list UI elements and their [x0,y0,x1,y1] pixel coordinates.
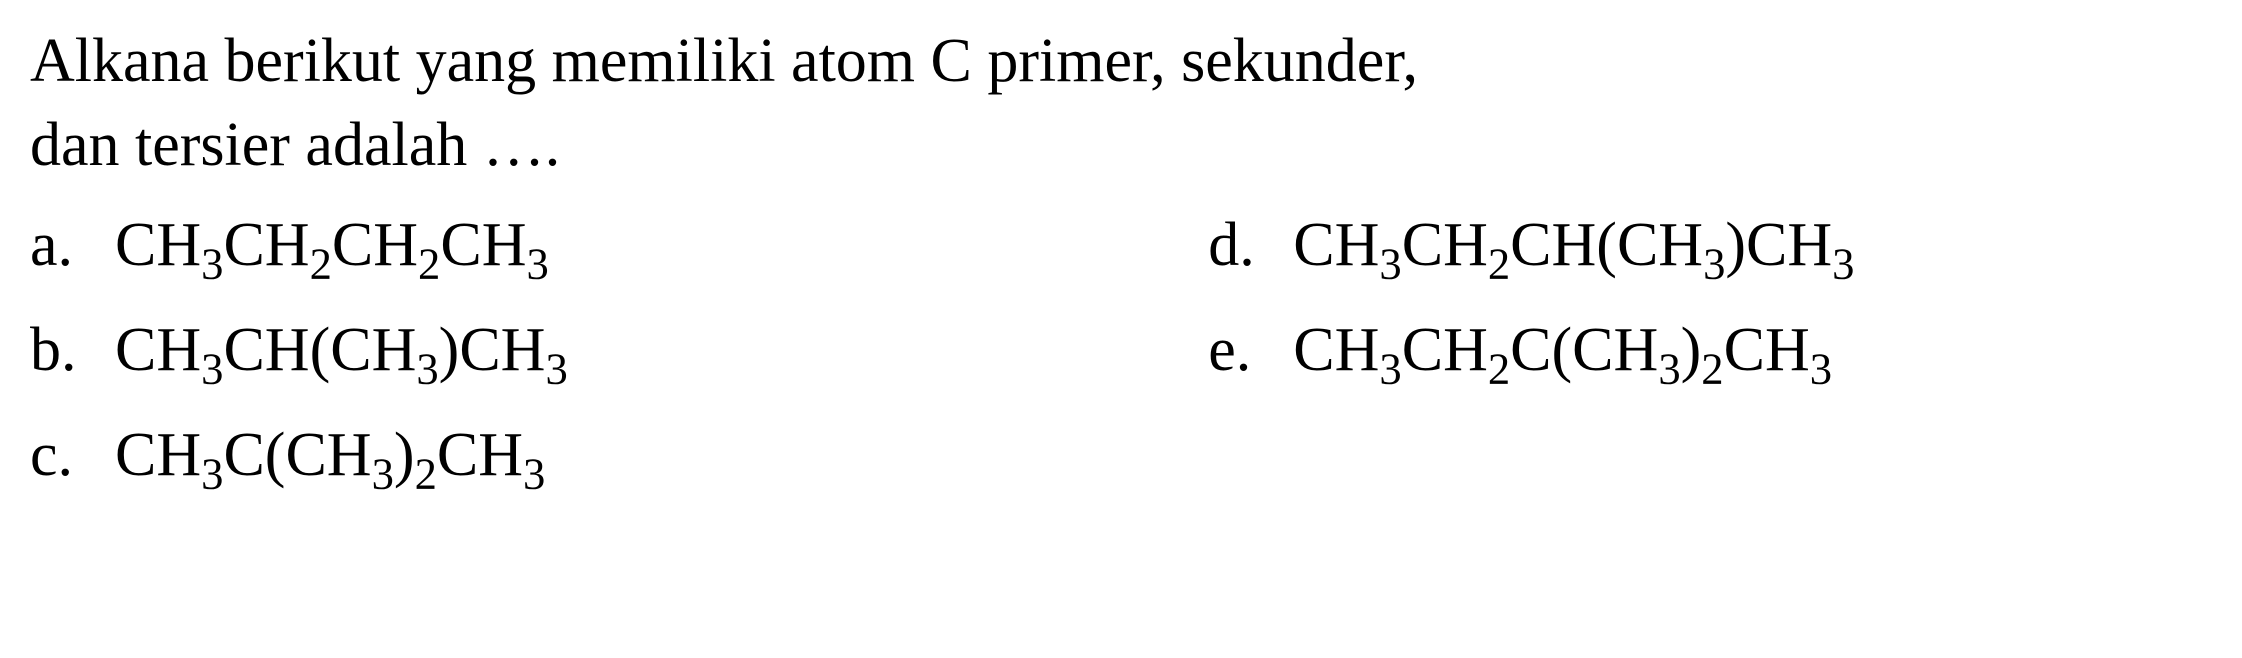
options-left-column: a. CH3CH2CH2CH3 b. CH3CH(CH3)CH3 c. CH3C… [30,205,1208,519]
option-c-letter: c. [30,415,115,496]
option-e: e. CH3CH2C(CH3)2CH3 [1208,310,2212,391]
option-d-letter: d. [1208,205,1293,286]
option-c-formula: CH3C(CH3)2CH3 [115,415,545,496]
question-line-2: dan tersier adalah …. [30,111,560,179]
option-a: a. CH3CH2CH2CH3 [30,205,1208,286]
option-d-formula: CH3CH2CH(CH3)CH3 [1293,205,1854,286]
option-b-letter: b. [30,310,115,391]
options-container: a. CH3CH2CH2CH3 b. CH3CH(CH3)CH3 c. CH3C… [30,205,2212,519]
option-c: c. CH3C(CH3)2CH3 [30,415,1208,496]
option-a-formula: CH3CH2CH2CH3 [115,205,549,286]
options-right-column: d. CH3CH2CH(CH3)CH3 e. CH3CH2C(CH3)2CH3 [1208,205,2212,519]
question-stem: Alkana berikut yang memiliki atom C prim… [30,20,2212,187]
option-a-letter: a. [30,205,115,286]
option-d: d. CH3CH2CH(CH3)CH3 [1208,205,2212,286]
question-line-1: Alkana berikut yang memiliki atom C prim… [30,27,1418,95]
option-b: b. CH3CH(CH3)CH3 [30,310,1208,391]
option-b-formula: CH3CH(CH3)CH3 [115,310,568,391]
option-e-letter: e. [1208,310,1293,391]
option-e-formula: CH3CH2C(CH3)2CH3 [1293,310,1832,391]
